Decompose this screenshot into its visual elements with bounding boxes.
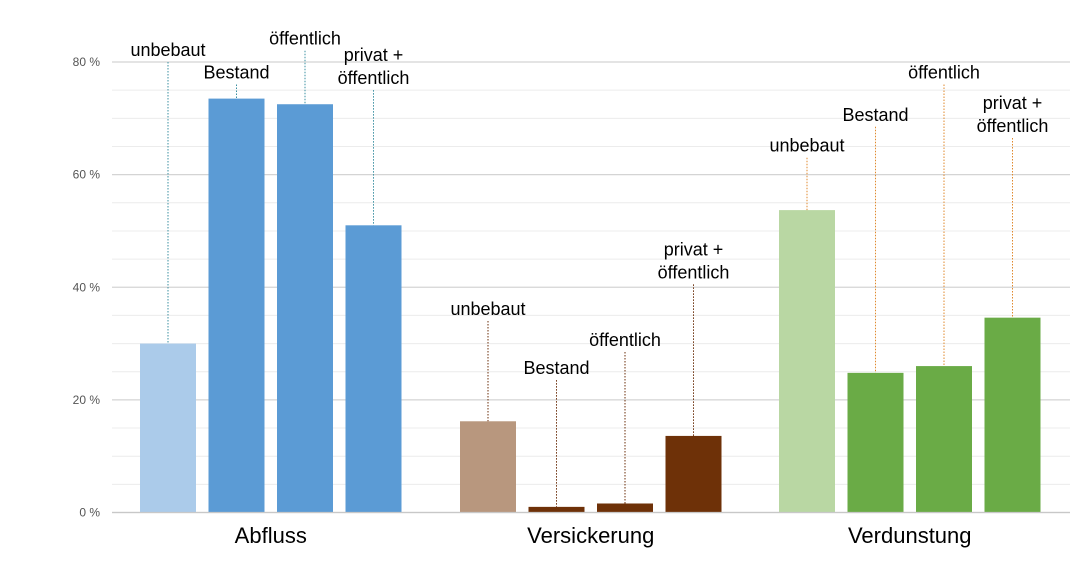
bar-label: Bestand	[842, 105, 908, 125]
bar	[140, 343, 196, 513]
y-tick-label: 40 %	[73, 280, 101, 294]
bar	[847, 372, 904, 513]
category-labels: Abfluss Versickerung Verdunstung	[235, 523, 972, 548]
bar	[345, 225, 402, 513]
bar-label: privat + öffentlich	[338, 45, 410, 88]
bar	[208, 98, 265, 513]
bar	[916, 366, 972, 513]
category-label: Versickerung	[527, 523, 654, 548]
bar-label: unbebaut	[450, 299, 525, 319]
y-tick-label: 0 %	[79, 506, 100, 520]
bar-label: privat + öffentlich	[658, 239, 730, 282]
y-tick-label: 60 %	[73, 168, 101, 182]
bar-label: Bestand	[523, 358, 589, 378]
leader-lines	[167, 50, 1013, 507]
bar-label: öffentlich	[269, 29, 341, 49]
bar	[597, 503, 653, 513]
bar-label: öffentlich	[589, 330, 661, 350]
bar	[277, 104, 333, 513]
bar	[528, 506, 585, 513]
y-axis: 0 % 20 % 40 % 60 % 80 %	[73, 55, 101, 520]
bar-label: Bestand	[203, 63, 269, 83]
bar-label: öffentlich	[908, 63, 980, 83]
bar	[779, 210, 835, 513]
bar	[984, 317, 1041, 513]
bars	[140, 98, 1041, 513]
bar	[460, 421, 516, 513]
grid	[112, 61, 1070, 514]
y-tick-label: 80 %	[73, 55, 101, 69]
y-tick-label: 20 %	[73, 393, 101, 407]
category-label: Abfluss	[235, 523, 307, 548]
bar-label: privat + öffentlich	[977, 93, 1049, 136]
category-label: Verdunstung	[848, 523, 972, 548]
bar-label: unbebaut	[130, 40, 205, 60]
bar	[665, 435, 722, 513]
bar-label: unbebaut	[769, 136, 844, 156]
